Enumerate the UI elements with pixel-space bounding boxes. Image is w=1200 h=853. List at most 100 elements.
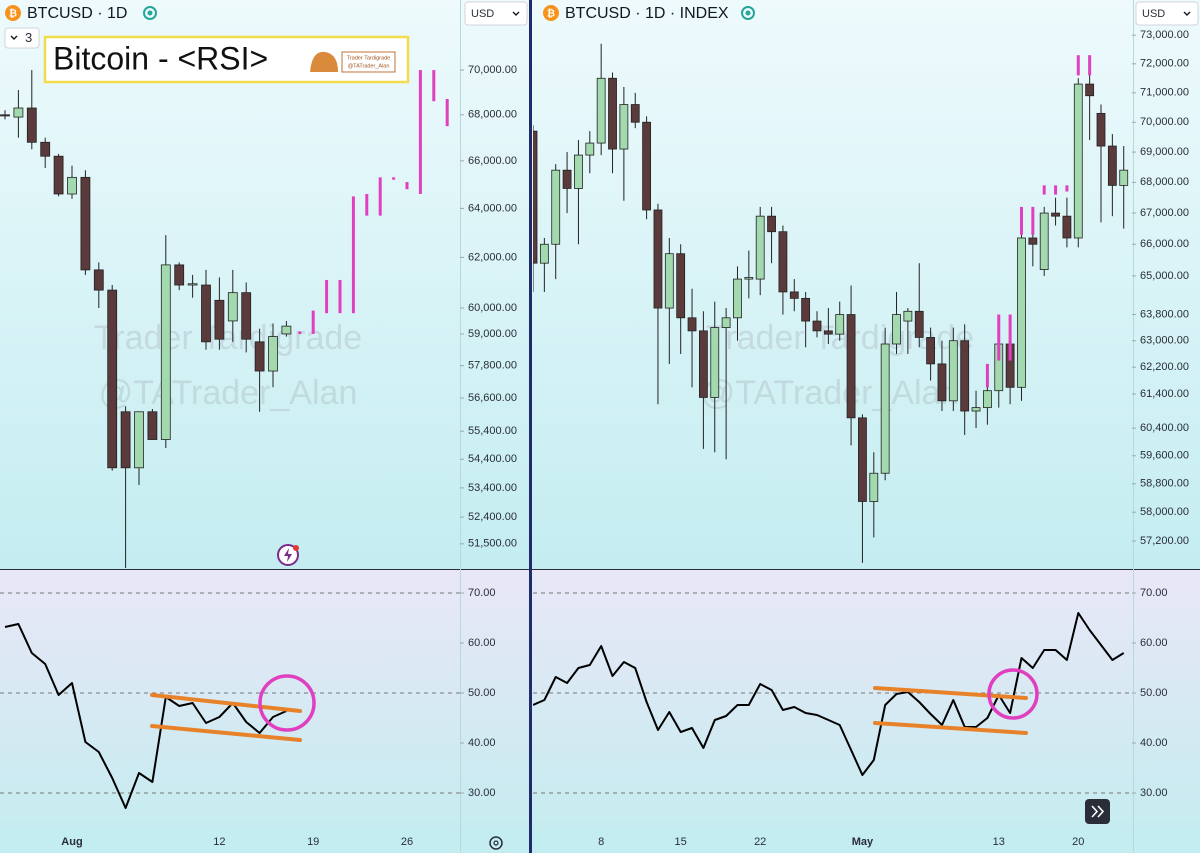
candle-body: [926, 337, 935, 365]
y-tick-label: 60,000.00: [468, 302, 517, 314]
y-tick-label: 52,400.00: [468, 511, 517, 523]
candle-body: [160, 264, 171, 440]
y-tick-label: 73,000.00: [1140, 29, 1189, 41]
chevron: [512, 11, 520, 16]
candle-body: [858, 417, 867, 502]
gear-center: [493, 840, 499, 846]
x-tick-label: 22: [754, 836, 766, 848]
y-tick-label: 63,000.00: [1140, 335, 1189, 347]
symbol-label: BTCUSD · 1D · INDEX: [565, 5, 729, 22]
badge-text: @TATrader_Alan: [348, 63, 390, 69]
candle-body: [1017, 237, 1026, 388]
candle-body: [214, 299, 225, 340]
candle-body: [642, 121, 651, 211]
candle-body: [1085, 83, 1095, 97]
candle-body: [93, 269, 104, 291]
chart-title: Bitcoin - <RSI>: [53, 40, 268, 76]
badge-text: Trader Tardigrade: [347, 55, 390, 61]
button-frame[interactable]: [464, 1, 528, 26]
candle-body: [134, 411, 144, 469]
y-tick-label: 71,000.00: [1140, 87, 1189, 99]
candle-body: [533, 130, 538, 264]
x-tick-label: 12: [213, 836, 225, 848]
layout-count[interactable]: 3: [25, 30, 32, 45]
candle-body: [1028, 237, 1038, 245]
candle-body: [721, 317, 731, 328]
candle-body: [596, 77, 606, 144]
y-tick-label: 70,000.00: [468, 64, 517, 76]
trend-line: [873, 686, 1028, 700]
trend-line: [150, 693, 302, 713]
watermark: Trader Tardigrade: [94, 319, 362, 357]
currency-label[interactable]: USD: [471, 8, 494, 20]
y-tick-label: 60.00: [468, 637, 496, 649]
y-tick-label: 60,400.00: [1140, 422, 1189, 434]
y-tick-label: 30.00: [1140, 787, 1168, 799]
candle-body: [914, 310, 924, 338]
currency-button[interactable]: USD: [1135, 1, 1199, 26]
y-tick-label: 40.00: [468, 737, 496, 749]
candle-body: [880, 343, 890, 474]
projection-bar: [311, 310, 315, 334]
y-tick-label: 62,000.00: [468, 251, 517, 263]
y-tick-label: 68,000.00: [468, 109, 517, 121]
y-tick-label: 51,500.00: [468, 538, 517, 550]
trend-line: [150, 724, 302, 742]
candle-body: [67, 176, 77, 195]
candle-body: [699, 330, 708, 398]
bitcoin-glyph: ₿: [9, 8, 17, 20]
y-tick-label: 60.00: [1140, 637, 1168, 649]
projection-bar: [997, 314, 1001, 361]
projection-bar: [985, 363, 989, 388]
currency-label[interactable]: USD: [1142, 8, 1165, 20]
candle-body: [201, 284, 211, 343]
gear[interactable]: [489, 836, 503, 850]
candle-body: [1107, 145, 1117, 186]
candle-body: [227, 292, 238, 322]
candle-body: [268, 336, 278, 372]
projection-bar: [1031, 206, 1035, 235]
currency-button[interactable]: USD: [464, 1, 528, 26]
candle-body: [846, 314, 856, 419]
y-tick-label: 59,000.00: [468, 328, 517, 340]
candle-body: [653, 209, 663, 309]
y-tick-label: 72,000.00: [1140, 58, 1189, 70]
rsi-plot: [0, 592, 460, 809]
y-tick-label: 59,600.00: [1140, 450, 1189, 462]
candle-body: [630, 104, 640, 123]
settings-button[interactable]: [489, 836, 503, 850]
chevron: [1183, 11, 1191, 16]
logo: [310, 51, 338, 72]
candle-body: [948, 340, 958, 402]
button-frame[interactable]: [1135, 1, 1199, 26]
candle-body: [903, 310, 913, 322]
chevron: [10, 35, 18, 40]
candle-body: [823, 330, 833, 335]
x-tick-label: 8: [598, 836, 604, 848]
x-tick-label: Aug: [61, 836, 82, 848]
y-tick-label: 62,200.00: [1140, 361, 1189, 373]
layout-button[interactable]: 3: [4, 27, 40, 49]
scroll-button[interactable]: [1085, 799, 1110, 824]
y-tick-label: 58,000.00: [1140, 506, 1189, 518]
y-tick-label: 70,000.00: [1140, 116, 1189, 128]
highlight-circle: [987, 668, 1039, 720]
badge-frame: [341, 51, 396, 73]
projection-bar: [351, 196, 355, 314]
candle-body: [812, 320, 822, 332]
projection-bar: [365, 193, 369, 216]
candle-body: [107, 289, 118, 469]
bitcoin-glyph: ₿: [547, 8, 555, 20]
price-plot: [0, 70, 449, 568]
candle-body: [574, 154, 583, 189]
rsi-plot: [533, 592, 1133, 794]
candle-body: [281, 325, 292, 335]
candle-body: [26, 107, 37, 143]
button-frame[interactable]: [4, 27, 40, 49]
projection-bar: [1076, 55, 1080, 76]
projection-bar: [1008, 314, 1012, 361]
y-tick-label: 54,400.00: [468, 453, 517, 465]
candle-body: [755, 215, 765, 280]
